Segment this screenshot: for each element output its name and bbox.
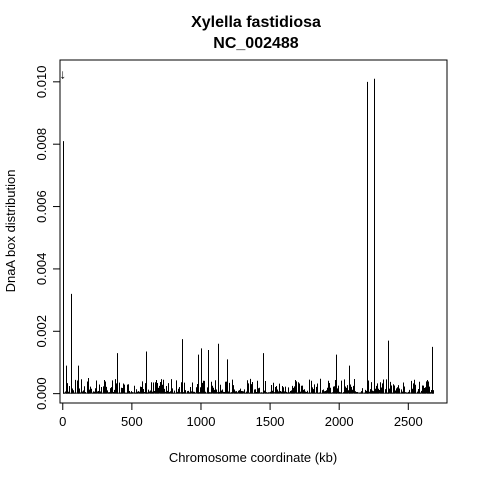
chart-subtitle: NC_002488 [213, 35, 299, 52]
x-tick-label: 2000 [325, 414, 354, 429]
chart-title: Xylella fastidiosa [191, 14, 321, 31]
y-tick-label: 0.002 [34, 315, 49, 348]
x-tick-label: 500 [121, 414, 143, 429]
y-tick-label: 0.004 [34, 253, 49, 286]
x-axis: 0 500 1000 1500 2000 2500 [59, 402, 423, 429]
y-tick-label: 0.008 [34, 128, 49, 161]
x-axis-label: Chromosome coordinate (kb) [169, 450, 337, 465]
bars [63, 78, 433, 394]
x-tick-label: 1500 [256, 414, 285, 429]
origin-marker: ↓ [60, 67, 67, 82]
x-tick-label: 1000 [187, 414, 216, 429]
y-tick-label: 0.006 [34, 190, 49, 223]
y-tick-label: 0.000 [34, 377, 49, 410]
y-axis-label: DnaA box distribution [3, 170, 18, 293]
y-tick-label: 0.010 [34, 66, 49, 99]
baseline-noise [63, 378, 434, 394]
x-tick-label: 0 [59, 414, 66, 429]
x-tick-label: 2500 [394, 414, 423, 429]
y-axis: 0.000 0.002 0.004 0.006 0.008 0.010 [34, 66, 61, 410]
